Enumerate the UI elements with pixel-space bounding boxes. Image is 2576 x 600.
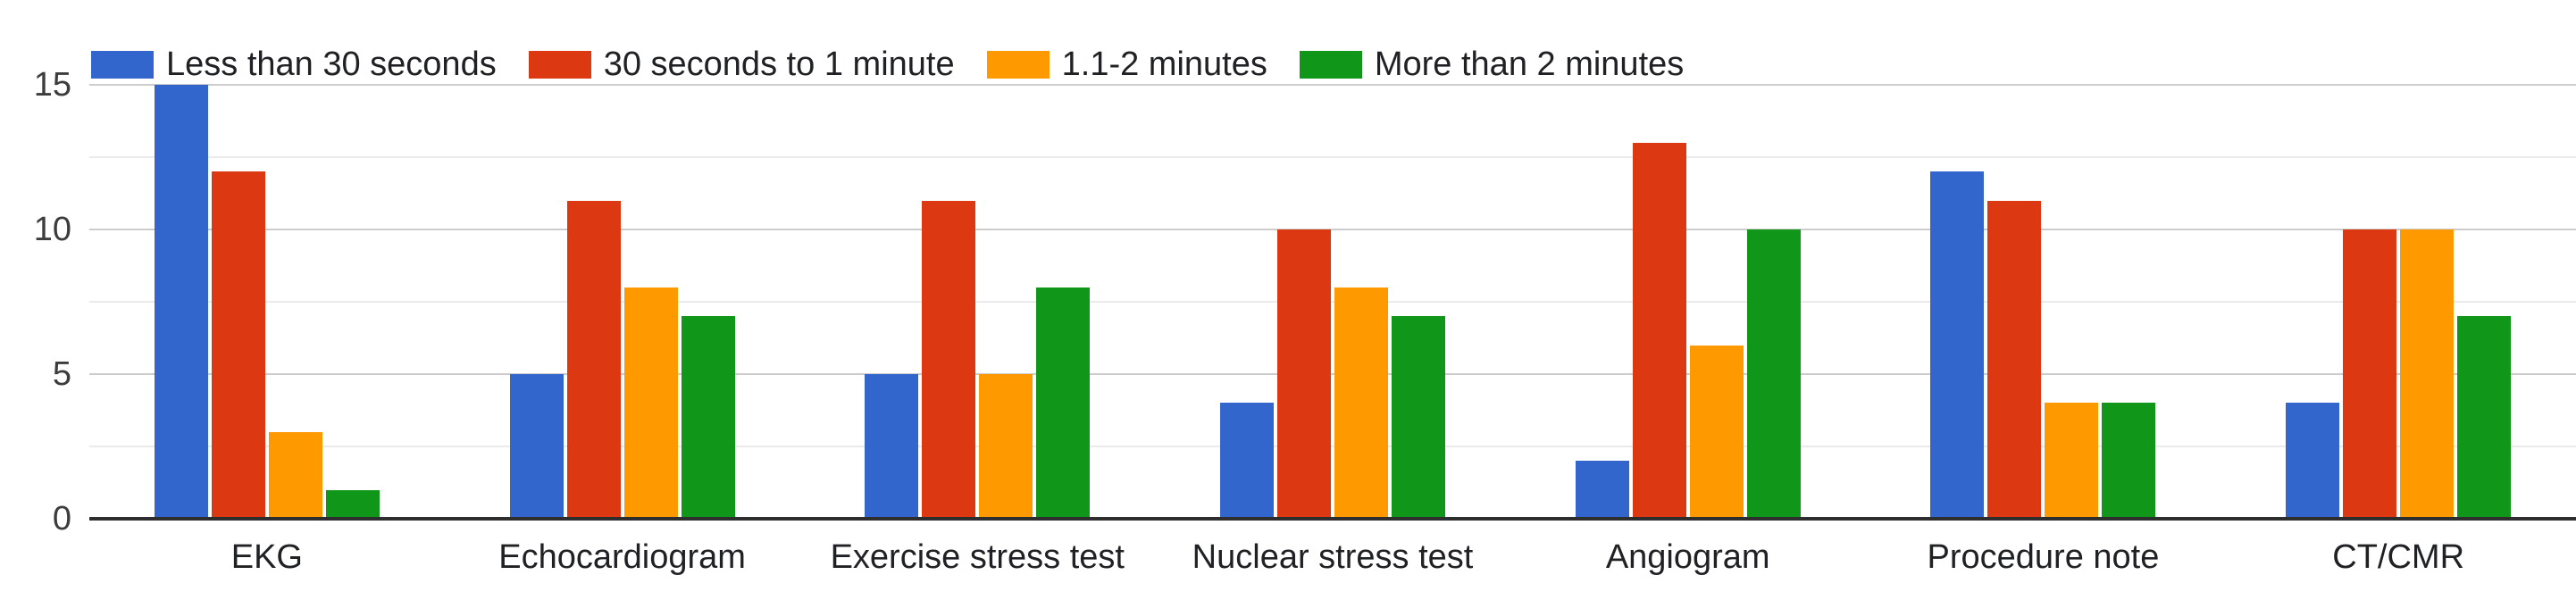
minor-gridline	[89, 301, 2576, 303]
bar	[1632, 142, 1686, 519]
x-axis-category-label: Exercise stress test	[830, 538, 1125, 576]
y-axis-tick-label: 15	[33, 66, 71, 104]
bar	[566, 200, 621, 519]
bar	[979, 374, 1033, 519]
bar	[2045, 403, 2099, 519]
legend-swatch-icon	[91, 50, 154, 79]
bar	[623, 287, 678, 519]
bar	[1392, 316, 1445, 519]
bar	[268, 431, 322, 519]
major-gridline	[89, 373, 2576, 375]
legend-item: 30 seconds to 1 minute	[528, 45, 955, 84]
bar	[1575, 461, 1629, 519]
legend-label: More than 2 minutes	[1374, 46, 1685, 83]
bar	[1746, 229, 1801, 519]
legend-item: 1.1-2 minutes	[986, 45, 1267, 84]
minor-gridline	[89, 156, 2576, 158]
legend-swatch-icon	[986, 50, 1050, 79]
bar	[1987, 200, 2042, 519]
legend-label: 30 seconds to 1 minute	[603, 46, 955, 83]
bar	[2102, 403, 2156, 519]
x-axis-category-label: Procedure note	[1927, 538, 2160, 576]
bar	[509, 374, 564, 519]
x-axis-category-label: Nuclear stress test	[1192, 538, 1474, 576]
bar	[681, 316, 735, 519]
bar	[1334, 287, 1388, 519]
legend-item: Less than 30 seconds	[91, 45, 497, 84]
y-axis-tick-label: 0	[52, 500, 71, 538]
legend-item: More than 2 minutes	[1299, 45, 1685, 84]
major-gridline	[89, 84, 2576, 86]
chart-legend: Less than 30 seconds 30 seconds to 1 minu…	[91, 45, 1684, 84]
legend-label: 1.1-2 minutes	[1061, 46, 1267, 83]
bar	[1689, 345, 1744, 519]
bar	[2457, 316, 2512, 519]
y-axis-tick-label: 10	[33, 211, 71, 248]
y-axis-tick-label: 5	[52, 355, 71, 393]
bar	[1220, 403, 1274, 519]
legend-swatch-icon	[1299, 50, 1362, 79]
bar	[154, 85, 208, 519]
plot-area	[89, 84, 2576, 521]
bar	[211, 171, 265, 519]
bar	[922, 200, 976, 519]
bar	[1277, 229, 1331, 519]
bar	[325, 489, 380, 519]
x-axis-category-label: EKG	[230, 538, 303, 576]
minor-gridline	[89, 446, 2576, 447]
bar	[1930, 171, 1985, 519]
x-axis-category-label: CT/CMR	[2332, 538, 2465, 576]
x-axis-category-label: Angiogram	[1605, 538, 1770, 576]
bar	[2400, 229, 2455, 519]
major-gridline	[89, 229, 2576, 230]
bar	[865, 374, 919, 519]
bar	[2286, 403, 2340, 519]
x-axis-baseline	[89, 517, 2576, 521]
legend-label: Less than 30 seconds	[166, 46, 497, 83]
legend-swatch-icon	[528, 50, 591, 79]
x-axis-category-label: Echocardiogram	[498, 538, 746, 576]
bar	[1036, 287, 1091, 519]
bar	[2343, 229, 2397, 519]
